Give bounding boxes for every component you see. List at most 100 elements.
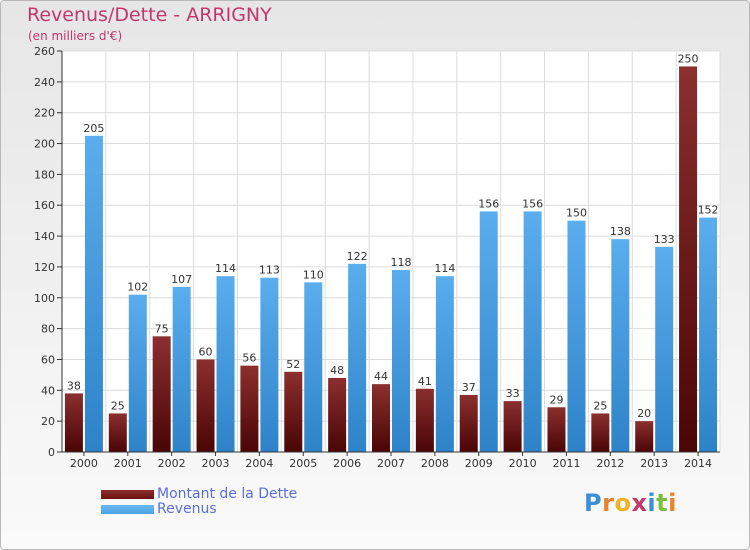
bar-revenus [611,239,630,452]
x-tick-label: 2000 [70,457,98,470]
bar-dette [152,336,171,452]
logo-letter: r [602,489,615,517]
x-tick-label: 2012 [596,457,624,470]
x-tick-label: 2009 [465,457,493,470]
y-tick-label: 120 [34,261,55,274]
bar-dette [459,394,478,452]
data-label: 113 [259,264,280,277]
data-label: 20 [637,407,651,420]
x-tick-label: 2002 [158,457,186,470]
data-label: 118 [391,256,412,269]
y-tick-label: 60 [41,353,55,366]
y-tick-label: 20 [41,415,55,428]
bar-revenus [523,211,542,452]
legend-swatch-debt [101,490,154,499]
data-label: 44 [374,370,388,383]
legend-label-revenus: Revenus [157,501,217,517]
bar-dette [64,393,83,452]
data-label: 38 [67,379,81,392]
legend-item-debt: Montant de la Dette [101,486,351,502]
data-label: 156 [522,197,543,210]
data-label: 156 [478,197,499,210]
data-label: 122 [347,250,368,263]
logo-letter: o [614,489,632,517]
x-tick-label: 2014 [684,457,712,470]
x-tick-label: 2013 [640,457,668,470]
data-label: 133 [654,233,675,246]
bar-dette [679,66,698,452]
data-label: 110 [303,268,324,281]
x-tick-label: 2006 [333,457,361,470]
bar-revenus [172,286,191,452]
data-label: 250 [678,52,699,65]
bar-dette [328,377,347,452]
bar-revenus [84,135,103,453]
data-label: 152 [698,204,719,217]
legend-label-debt: Montant de la Dette [157,486,298,502]
logo-letter: i [647,489,657,517]
bar-dette [372,384,390,452]
chart-title: Revenus/Dette - ARRIGNY [27,4,272,26]
logo-letter: P [584,489,603,517]
chart-subtitle: (en milliers d'€) [28,29,123,43]
x-tick-label: 2011 [552,457,580,470]
bar-dette [547,407,566,452]
plot-area [62,51,720,452]
logo-letter: t [656,489,669,517]
x-tick-label: 2001 [114,457,142,470]
data-label: 37 [462,381,476,394]
bar-revenus [699,217,718,452]
data-label: 33 [506,387,520,400]
bar-dette [415,388,434,452]
data-label: 205 [83,122,104,135]
y-tick-label: 40 [41,384,55,397]
data-label: 114 [434,262,455,275]
data-label: 102 [127,281,148,294]
bar-revenus [479,211,498,452]
data-label: 52 [286,358,300,371]
legend-item-revenus: Revenus [101,501,351,517]
bar-dette [635,421,654,452]
bar-revenus [567,220,586,452]
data-label: 48 [330,364,344,377]
x-tick-label: 2008 [421,457,449,470]
bar-dette [196,359,215,452]
legend-swatch-revenus [101,505,154,514]
bar-revenus [655,246,674,452]
y-tick-label: 160 [34,199,55,212]
bar-revenus [435,276,454,452]
data-label: 29 [549,393,563,406]
y-tick-label: 200 [34,138,55,151]
bar-revenus [128,294,147,452]
bar-revenus [304,282,323,452]
x-tick-label: 2007 [377,457,405,470]
bar-revenus [348,263,367,452]
data-label: 114 [215,262,236,275]
y-tick-label: 240 [34,76,55,89]
y-tick-label: 220 [34,107,55,120]
x-tick-label: 2010 [509,457,537,470]
y-tick-label: 100 [34,292,55,305]
data-label: 138 [610,225,631,238]
x-tick-label: 2003 [202,457,230,470]
bar-revenus [260,277,279,452]
x-tick-label: 2005 [289,457,317,470]
logo-letter: i [668,489,677,517]
bar-dette [240,365,259,452]
legend: Montant de la Dette Revenus [101,486,351,517]
data-label: 41 [418,375,432,388]
data-label: 75 [155,322,169,335]
data-label: 56 [242,352,256,365]
bar-dette [108,413,127,452]
bar-revenus [216,276,235,452]
bar-dette [284,371,303,452]
bar-revenus [392,270,410,452]
data-label: 25 [593,399,607,412]
proxiti-logo: Proxiti [584,489,677,517]
data-label: 150 [566,207,587,220]
data-label: 60 [199,345,213,358]
y-tick-label: 180 [34,168,55,181]
data-label: 107 [171,273,192,286]
